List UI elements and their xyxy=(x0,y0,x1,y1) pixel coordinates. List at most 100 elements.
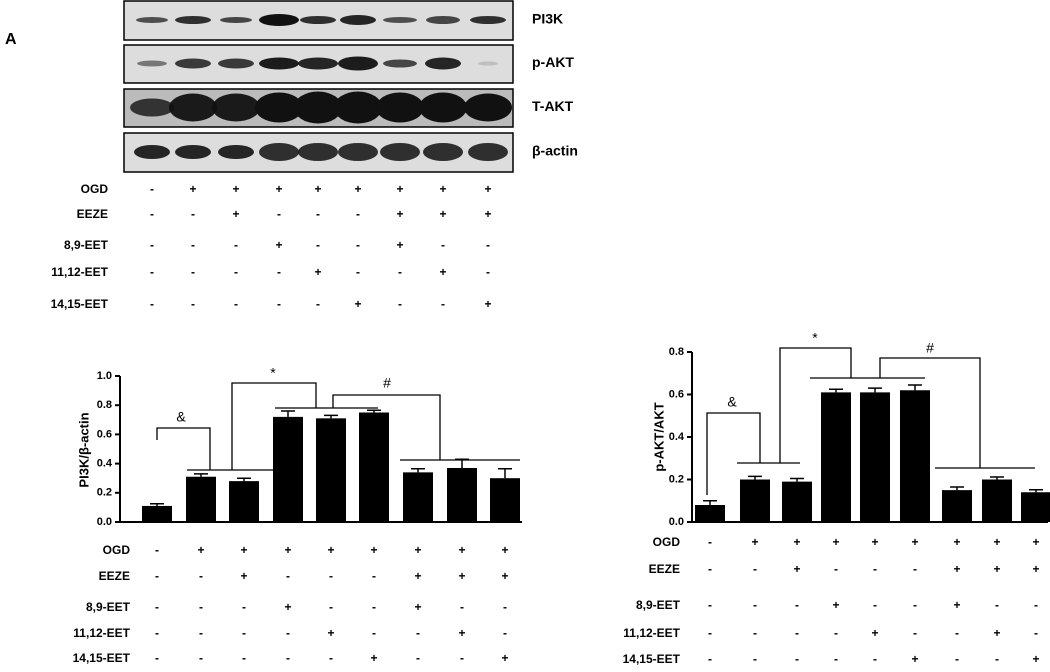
treatment-sign: - xyxy=(708,598,712,612)
bar xyxy=(359,412,389,522)
blot-band xyxy=(419,92,467,123)
bar xyxy=(490,478,520,522)
treatment-sign: - xyxy=(913,598,917,612)
bar xyxy=(403,472,433,522)
treatment-sign: - xyxy=(441,297,445,311)
treatment-sign: - xyxy=(242,651,246,665)
blot-band xyxy=(218,58,254,69)
blot-band xyxy=(464,93,512,122)
blot-band xyxy=(298,143,338,161)
blot-band xyxy=(218,145,254,159)
treatment-sign: + xyxy=(501,651,508,665)
treatment-sign: - xyxy=(460,600,464,614)
error-bar xyxy=(324,414,338,419)
treatment-sign: + xyxy=(275,238,282,252)
significance-mark: # xyxy=(926,340,934,356)
treatment-sign: + xyxy=(793,562,800,576)
treatment-sign: + xyxy=(458,569,465,583)
bar xyxy=(740,479,770,522)
treatment-sign: - xyxy=(199,626,203,640)
blot-band xyxy=(300,16,336,24)
error-bar xyxy=(829,388,843,393)
treatment-sign: - xyxy=(150,182,154,196)
treatment-sign: - xyxy=(372,626,376,640)
treatment-label: EEZE xyxy=(77,207,108,221)
blot-band xyxy=(423,143,463,161)
y-axis-label: PI3K/β-actin xyxy=(76,412,91,487)
treatment-sign: + xyxy=(240,543,247,557)
y-tick-label: 0.2 xyxy=(669,473,684,485)
treatment-sign: - xyxy=(955,652,959,666)
treatment-sign: - xyxy=(191,265,195,279)
error-bar xyxy=(868,387,882,393)
treatment-sign: + xyxy=(458,626,465,640)
y-tick-label: 0.6 xyxy=(669,388,684,400)
treatment-sign: - xyxy=(199,569,203,583)
treatment-sign: - xyxy=(150,297,154,311)
blot-band xyxy=(259,57,299,70)
treatment-label: EEZE xyxy=(649,562,680,576)
blot-band xyxy=(478,61,498,66)
treatment-label: 8,9-EET xyxy=(636,598,681,612)
bar xyxy=(1021,492,1050,522)
treatment-label: 11,12-EET xyxy=(73,626,130,640)
treatment-sign: + xyxy=(1032,562,1039,576)
treatment-label: EEZE xyxy=(99,569,130,583)
treatment-sign: + xyxy=(484,297,491,311)
blot-band xyxy=(338,143,378,161)
band-label: p-AKT xyxy=(532,54,574,70)
bar xyxy=(142,505,172,522)
treatment-sign: - xyxy=(441,238,445,252)
band-label: T-AKT xyxy=(532,98,574,114)
treatment-sign: + xyxy=(439,182,446,196)
treatment-sign: + xyxy=(501,543,508,557)
treatment-sign: - xyxy=(873,562,877,576)
treatment-sign: - xyxy=(155,543,159,557)
treatment-sign: - xyxy=(708,626,712,640)
y-tick-label: 0.8 xyxy=(669,346,684,358)
treatment-sign: - xyxy=(234,238,238,252)
error-bar xyxy=(498,467,512,479)
treatment-sign: + xyxy=(240,569,247,583)
significance-mark: * xyxy=(270,365,276,381)
blot-band xyxy=(426,16,460,24)
treatment-sign: - xyxy=(708,652,712,666)
treatment-sign: - xyxy=(873,652,877,666)
bar xyxy=(942,490,972,522)
treatment-sign: - xyxy=(398,297,402,311)
treatment-sign: + xyxy=(871,535,878,549)
blot-band xyxy=(255,92,303,123)
treatment-sign: + xyxy=(953,598,960,612)
error-bar xyxy=(908,384,922,391)
treatment-sign: - xyxy=(286,626,290,640)
blot-band xyxy=(380,143,420,161)
treatment-sign: - xyxy=(199,600,203,614)
treatment-sign: - xyxy=(277,207,281,221)
treatment-sign: + xyxy=(396,182,403,196)
treatment-sign: - xyxy=(913,562,917,576)
blot-band xyxy=(376,92,424,123)
treatment-sign: + xyxy=(189,182,196,196)
error-bar xyxy=(748,475,762,480)
error-bar xyxy=(455,458,469,468)
significance-mark: # xyxy=(383,375,391,391)
treatment-sign: + xyxy=(275,182,282,196)
significance-mark: & xyxy=(176,409,186,425)
treatment-sign: - xyxy=(460,651,464,665)
significance-mark: & xyxy=(727,394,737,410)
treatment-sign: + xyxy=(1032,535,1039,549)
treatment-sign: - xyxy=(150,207,154,221)
treatment-sign: + xyxy=(439,265,446,279)
bar xyxy=(982,479,1012,522)
treatment-sign: + xyxy=(354,297,361,311)
treatment-sign: + xyxy=(396,207,403,221)
treatment-sign: - xyxy=(753,652,757,666)
treatment-sign: - xyxy=(329,569,333,583)
blot-band xyxy=(334,91,382,124)
treatment-sign: - xyxy=(356,207,360,221)
bar xyxy=(782,481,812,522)
blot-band xyxy=(137,60,167,67)
error-bar xyxy=(237,477,251,482)
treatment-sign: - xyxy=(834,562,838,576)
treatment-sign: - xyxy=(873,598,877,612)
